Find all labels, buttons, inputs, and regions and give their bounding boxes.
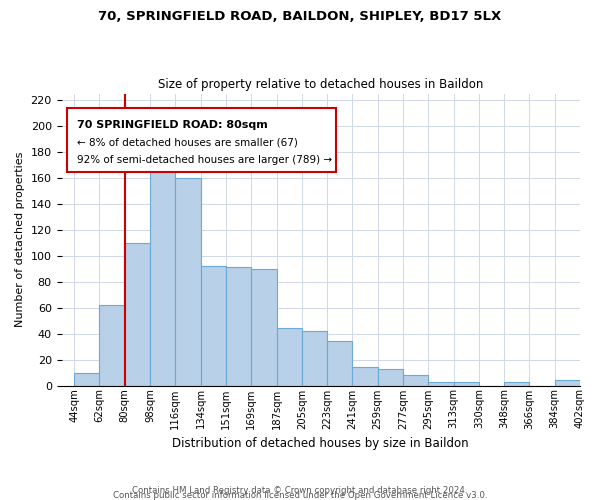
Text: 70 SPRINGFIELD ROAD: 80sqm: 70 SPRINGFIELD ROAD: 80sqm — [77, 120, 268, 130]
Text: ← 8% of detached houses are smaller (67): ← 8% of detached houses are smaller (67) — [77, 138, 298, 147]
Y-axis label: Number of detached properties: Number of detached properties — [15, 152, 25, 327]
Bar — [377, 368, 403, 386]
Text: 92% of semi-detached houses are larger (789) →: 92% of semi-detached houses are larger (… — [77, 155, 332, 165]
Bar — [454, 382, 479, 386]
Bar — [200, 266, 226, 386]
FancyBboxPatch shape — [67, 108, 337, 172]
Bar — [555, 380, 580, 386]
Bar — [251, 268, 277, 386]
Bar — [226, 268, 251, 386]
Bar — [403, 375, 428, 386]
Bar — [302, 331, 327, 386]
Bar — [125, 243, 150, 386]
Bar — [428, 382, 454, 386]
Bar — [150, 168, 175, 386]
X-axis label: Distribution of detached houses by size in Baildon: Distribution of detached houses by size … — [172, 437, 469, 450]
Bar — [100, 305, 125, 386]
Text: Contains HM Land Registry data © Crown copyright and database right 2024.: Contains HM Land Registry data © Crown c… — [132, 486, 468, 495]
Bar — [504, 382, 529, 386]
Title: Size of property relative to detached houses in Baildon: Size of property relative to detached ho… — [158, 78, 484, 91]
Bar — [74, 372, 100, 386]
Text: 70, SPRINGFIELD ROAD, BAILDON, SHIPLEY, BD17 5LX: 70, SPRINGFIELD ROAD, BAILDON, SHIPLEY, … — [98, 10, 502, 23]
Bar — [352, 368, 377, 386]
Text: Contains public sector information licensed under the Open Government Licence v3: Contains public sector information licen… — [113, 491, 487, 500]
Bar — [277, 328, 302, 386]
Bar — [175, 178, 200, 386]
Bar — [327, 342, 352, 386]
